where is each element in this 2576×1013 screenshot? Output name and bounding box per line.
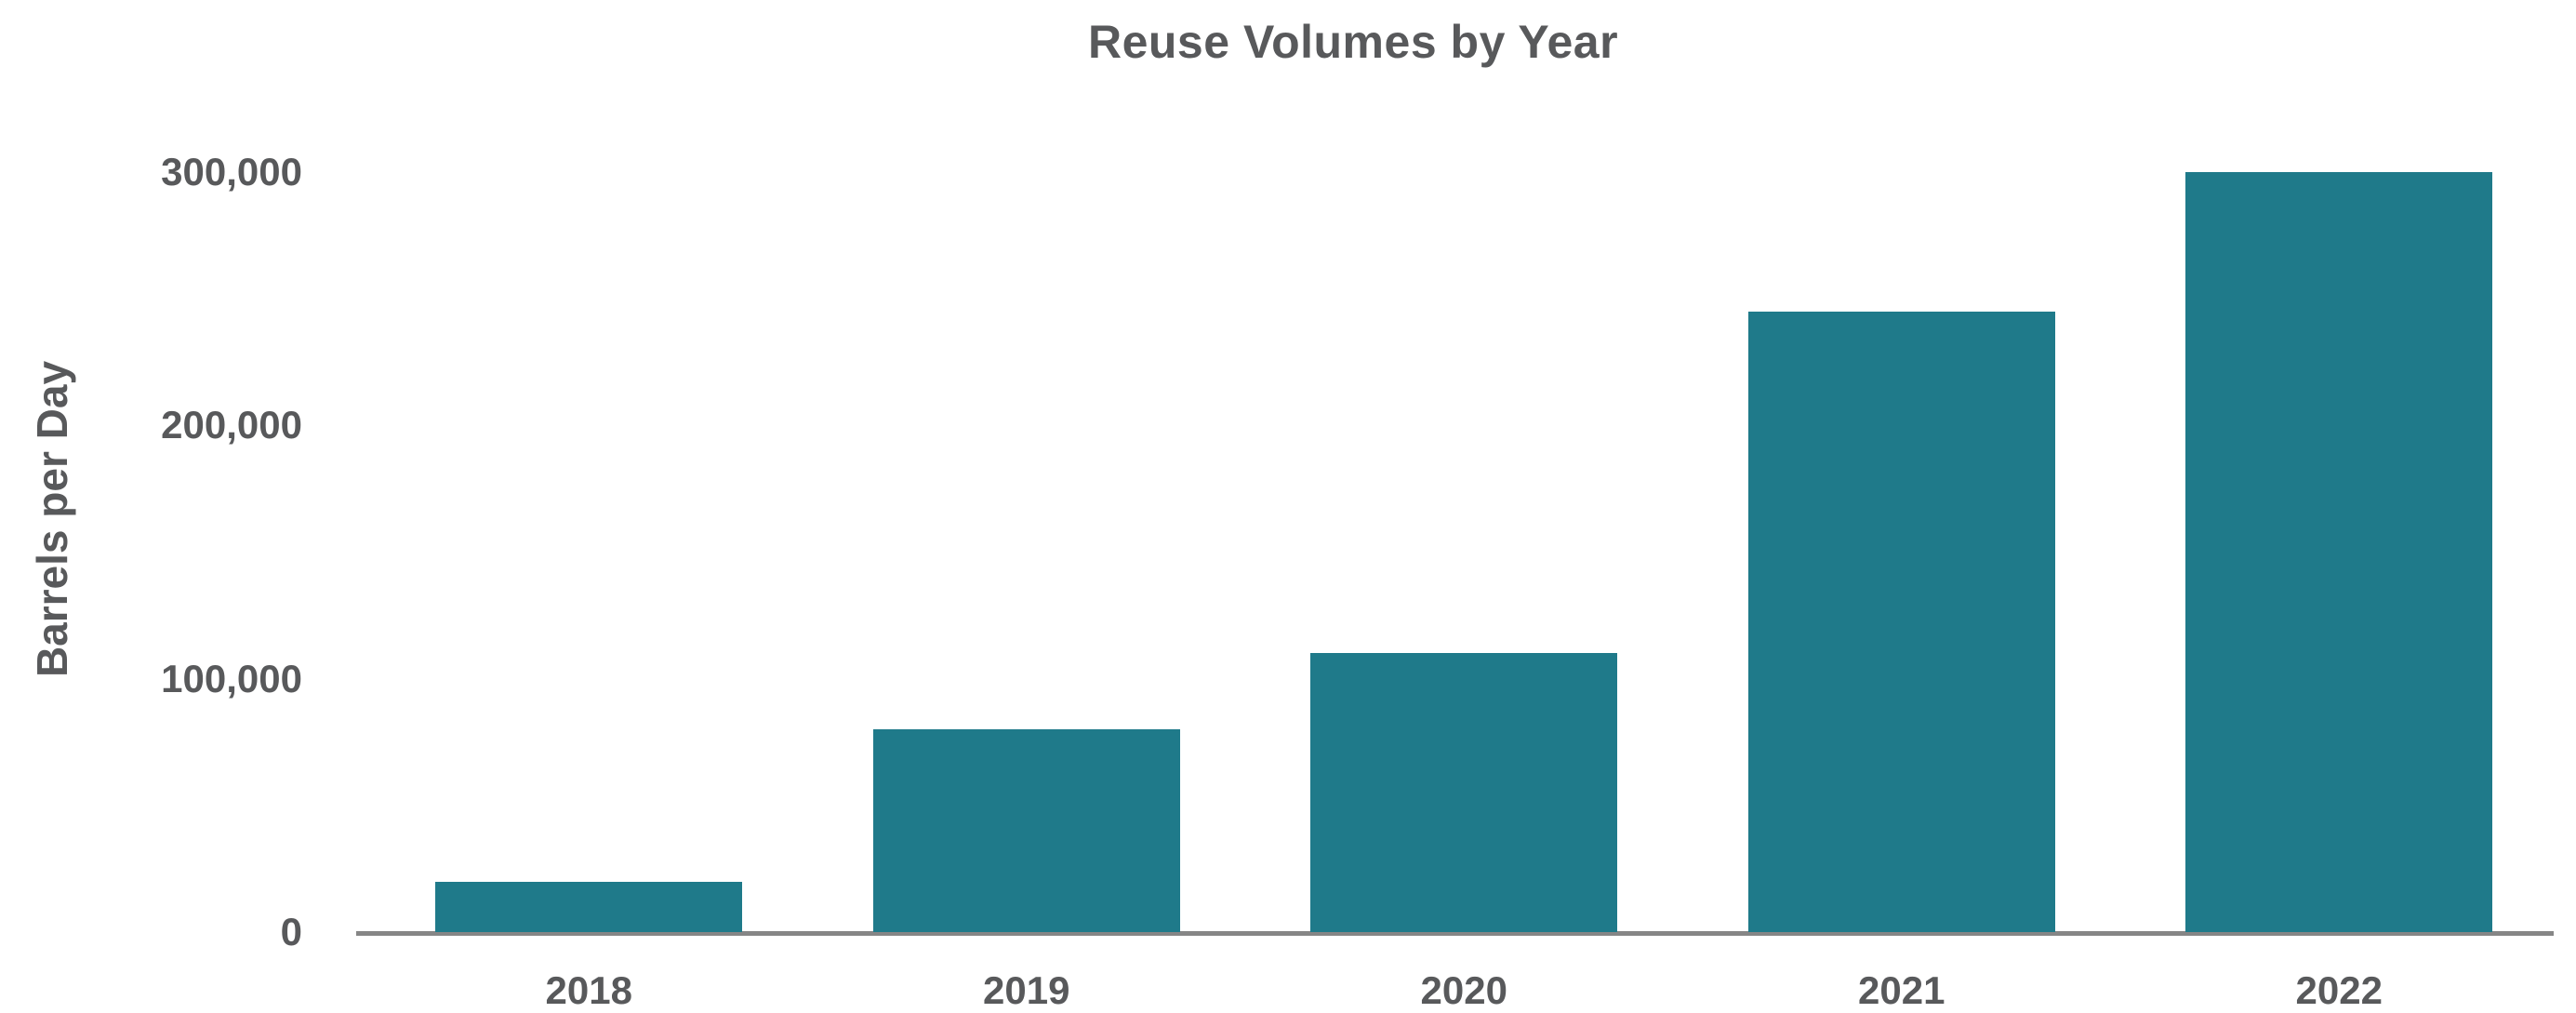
chart-title: Reuse Volumes by Year (1087, 16, 1619, 68)
bar-2022 (2185, 172, 2493, 932)
x-tick-label-2020: 2020 (1420, 968, 1507, 1012)
y-tick-label-300000: 300,000 (161, 150, 302, 193)
x-tick-label-2021: 2021 (1858, 968, 1945, 1012)
bar-2020 (1310, 653, 1618, 932)
x-tick-label-2018: 2018 (545, 968, 632, 1012)
bar-2021 (1747, 311, 2055, 932)
y-tick-label-200000: 200,000 (161, 403, 302, 447)
y-tick-label-100000: 100,000 (161, 656, 302, 700)
x-tick-label-2019: 2019 (983, 968, 1070, 1012)
bar-2018 (435, 881, 743, 932)
bar-2019 (872, 729, 1180, 932)
x-axis-line (356, 931, 2554, 936)
y-tick-label-0: 0 (280, 910, 302, 953)
x-tick-label-2022: 2022 (2295, 968, 2383, 1012)
